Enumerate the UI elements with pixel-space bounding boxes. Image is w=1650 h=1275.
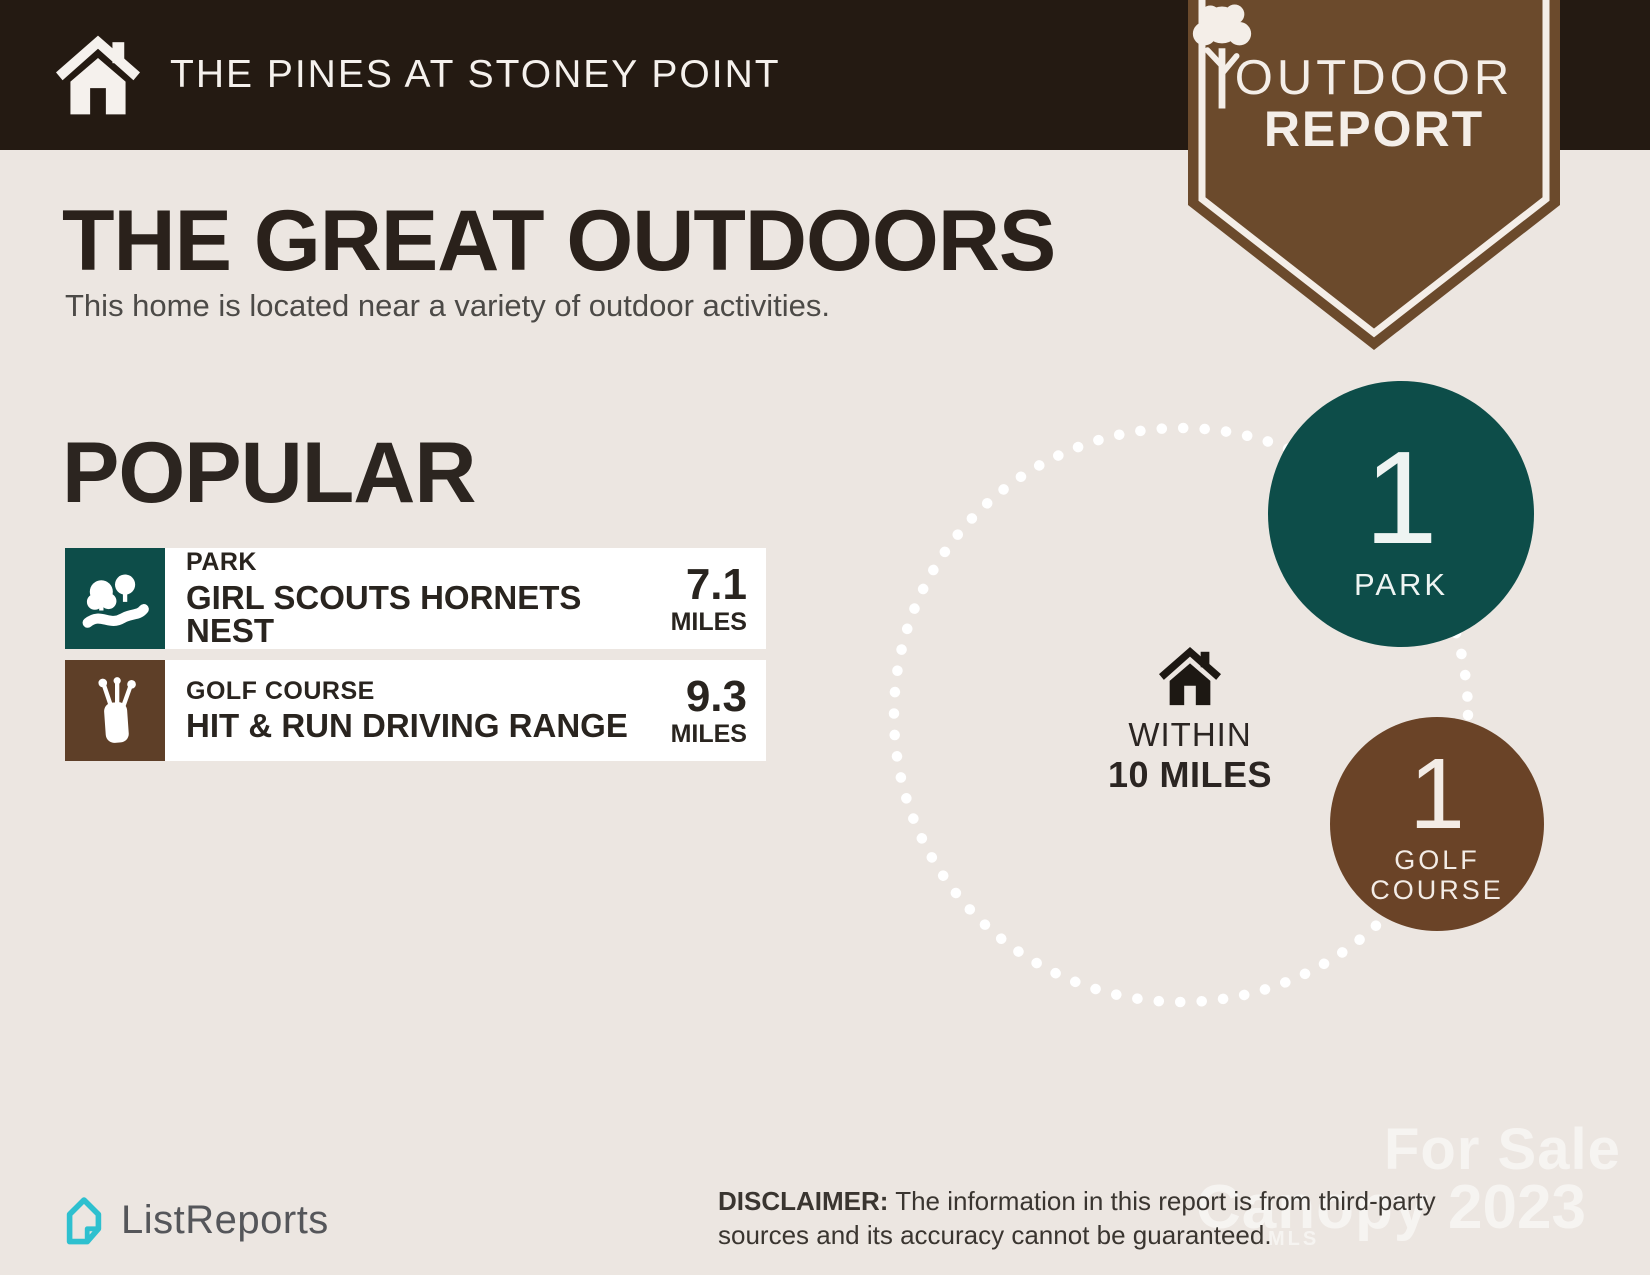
popular-heading: POPULAR	[62, 425, 476, 521]
list-item-park: PARK GIRL SCOUTS HORNETS NEST 7.1 MILES	[65, 548, 766, 649]
park-trees-icon	[65, 548, 165, 649]
park-distance: 7.1 MILES	[670, 559, 747, 636]
report-property-title: THE PINES AT STONEY POINT	[170, 53, 781, 96]
page-subtitle: This home is located near a variety of o…	[65, 288, 831, 323]
disclaimer-text: DISCLAIMER: The information in this repo…	[718, 1184, 1528, 1252]
golf-card-body: GOLF COURSE HIT & RUN DRIVING RANGE 9.3 …	[165, 660, 766, 761]
golf-name: HIT & RUN DRIVING RANGE	[186, 707, 628, 745]
park-distance-value: 7.1	[685, 559, 747, 609]
radius-dotted-circle	[888, 422, 1474, 1008]
golf-distance-value: 9.3	[685, 671, 747, 721]
badge-title-line1: OUTDOOR	[1234, 51, 1514, 105]
park-card-body: PARK GIRL SCOUTS HORNETS NEST 7.1 MILES	[165, 548, 766, 649]
ribbon-shape	[1188, 0, 1560, 350]
park-name: GIRL SCOUTS HORNETS NEST	[186, 578, 582, 650]
golf-count-bubble: 1 GOLF COURSE	[1330, 717, 1544, 931]
tree-icon	[1192, 4, 1252, 109]
park-category-label: PARK	[186, 548, 257, 577]
house-icon	[56, 35, 140, 115]
golf-bag-icon	[65, 660, 165, 761]
golf-bubble-label: GOLF COURSE	[1370, 845, 1504, 905]
golf-category-label: GOLF COURSE	[186, 676, 375, 705]
page-title: THE GREAT OUTDOORS	[62, 193, 1056, 289]
park-count: 1	[1364, 423, 1438, 571]
golf-distance: 9.3 MILES	[670, 671, 747, 748]
golf-count: 1	[1409, 738, 1465, 851]
park-count-bubble: 1 PARK	[1268, 381, 1534, 647]
radius-center-group: WITHIN 10 MILES	[1065, 642, 1315, 796]
disclaimer-body: The information in this report is from t…	[718, 1186, 1436, 1250]
badge-title-line2: REPORT	[1263, 101, 1485, 157]
within-label: WITHIN	[1128, 716, 1252, 753]
list-item-golf-course: GOLF COURSE HIT & RUN DRIVING RANGE 9.3 …	[65, 660, 766, 761]
disclaimer-label: DISCLAIMER:	[718, 1186, 889, 1216]
park-distance-unit: MILES	[670, 607, 747, 636]
outdoor-report-badge: OUTDOOR REPORT	[1188, 0, 1560, 352]
brand-name: ListReports	[121, 1197, 329, 1242]
listreports-logo: ListReports	[60, 1192, 329, 1248]
radius-distance-label: 10 MILES	[1107, 754, 1273, 795]
golf-distance-unit: MILES	[670, 719, 747, 748]
house-icon	[1159, 646, 1221, 706]
watermark-for-sale: For Sale	[1384, 1117, 1621, 1182]
listreports-house-icon	[66, 1197, 102, 1245]
park-bubble-label: PARK	[1353, 566, 1449, 602]
